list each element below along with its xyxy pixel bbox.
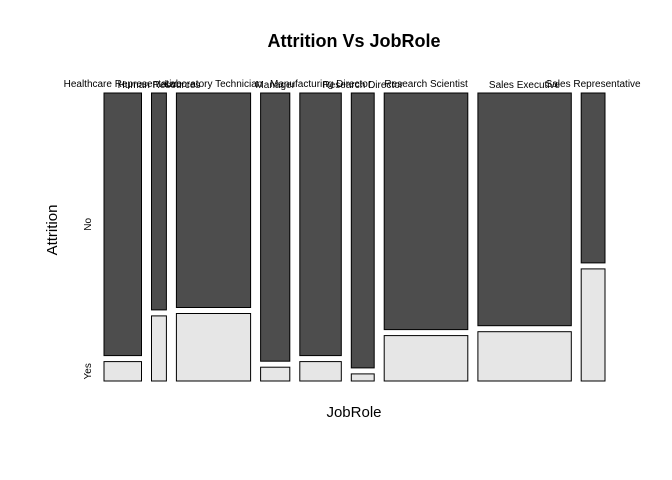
x-axis-label: JobRole xyxy=(326,404,381,421)
tile-no-research-scientist xyxy=(383,92,469,331)
chart-title: Attrition Vs JobRole xyxy=(267,31,440,51)
category-label-healthcare-representative: Healthcare Representative xyxy=(64,79,183,90)
tile-yes-human-resources xyxy=(151,315,167,382)
tile-yes-manufacturing-director xyxy=(299,361,342,382)
category-label-sales-representative: Sales Representative xyxy=(546,79,641,90)
level-label-yes: Yes xyxy=(83,363,94,379)
tile-yes-research-director xyxy=(350,373,375,382)
tile-no-laboratory-technician xyxy=(175,92,252,308)
tile-no-research-director xyxy=(350,92,375,369)
tile-no-manufacturing-director xyxy=(299,92,342,357)
tile-yes-healthcare-representative xyxy=(103,361,142,382)
category-label-manufacturing-director: Manufacturing Director xyxy=(270,79,372,90)
tile-no-sales-executive xyxy=(477,92,572,327)
tile-yes-sales-representative xyxy=(580,268,606,382)
tile-no-human-resources xyxy=(151,92,167,311)
category-label-research-director: Research Director xyxy=(323,80,404,91)
category-label-research-scientist: Research Scientist xyxy=(384,79,468,90)
tile-no-sales-representative xyxy=(580,92,606,264)
tile-no-healthcare-representative xyxy=(103,92,142,357)
category-label-laboratory-technician: Laboratory Technician xyxy=(165,79,263,90)
tile-yes-laboratory-technician xyxy=(175,313,252,382)
level-label-no: No xyxy=(83,217,94,230)
category-label-human-resources: Human Resources xyxy=(118,80,201,91)
attrition-level-labels: No Yes xyxy=(83,217,94,379)
tile-no-manager xyxy=(260,92,291,362)
category-label-manager: Manager xyxy=(255,80,295,91)
mosaic-tiles xyxy=(103,92,606,382)
tile-yes-research-scientist xyxy=(383,335,469,382)
y-axis-label: Attrition xyxy=(44,205,61,256)
tile-yes-sales-executive xyxy=(477,331,572,382)
tile-yes-manager xyxy=(260,366,291,382)
category-label-sales-executive: Sales Executive xyxy=(489,80,561,91)
